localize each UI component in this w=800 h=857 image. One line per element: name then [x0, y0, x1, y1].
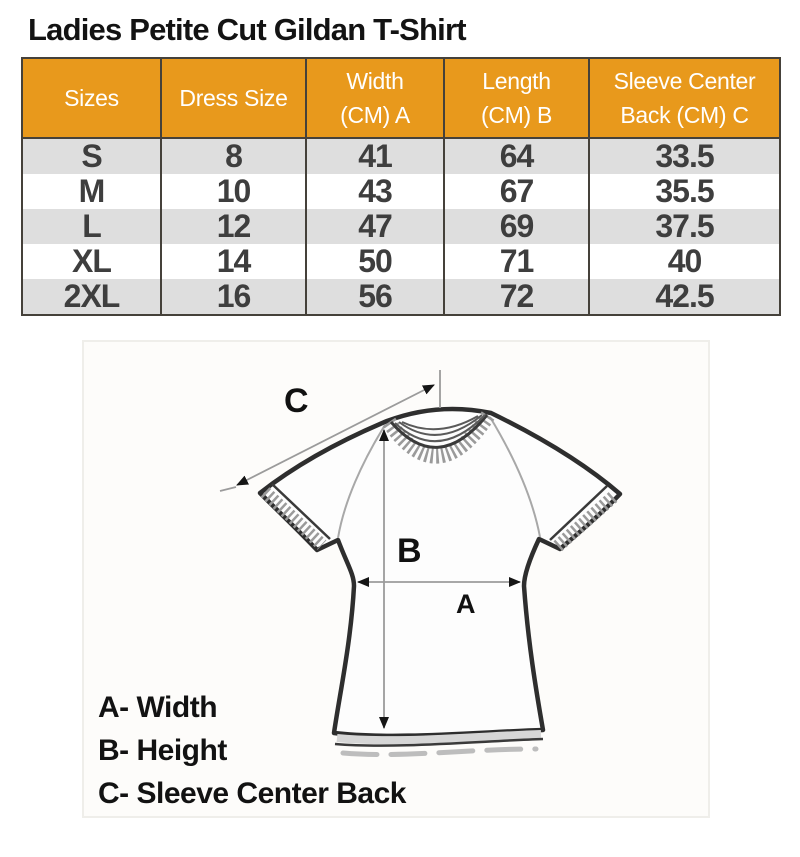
hem-shadow — [340, 746, 539, 758]
cell-dress-size: 12 — [160, 209, 307, 244]
diagram-panel: C B A A- Width B- Height C- Sleeve Cente… — [82, 340, 710, 818]
label-c: C — [284, 382, 309, 420]
header-cell-dress-size: Dress Size — [160, 58, 307, 139]
cell-length: 64 — [443, 138, 590, 174]
cell-dress-size: 10 — [160, 174, 307, 209]
header-label: Sleeve Center — [613, 68, 756, 94]
hem-band — [336, 730, 542, 745]
cell-size: XL — [21, 244, 162, 279]
table-row-m: M 10 43 67 35.5 — [21, 174, 781, 209]
cell-dress-size: 8 — [160, 138, 307, 174]
header-label: Sizes — [64, 85, 119, 111]
cuff-rib-left — [260, 487, 327, 550]
cell-sleeve: 35.5 — [588, 174, 781, 209]
table-row-xl: XL 14 50 71 40 — [21, 244, 781, 279]
cell-length: 69 — [443, 209, 590, 244]
header-label: Dress Size — [179, 85, 288, 111]
cell-width: 56 — [305, 279, 445, 315]
cell-width: 43 — [305, 174, 445, 209]
size-chart-body: S 8 41 64 33.5 M 10 43 67 35.5 L 12 47 6… — [21, 138, 781, 315]
cell-length: 67 — [443, 174, 590, 209]
measurement-legend: A- Width B- Height C- Sleeve Center Back — [98, 686, 407, 815]
header-cell-sleeve-center-back: Sleeve Center Back (CM) C — [588, 58, 781, 139]
cell-length: 71 — [443, 244, 590, 279]
armhole-seam-right — [489, 416, 541, 538]
cuff-rib-right — [552, 492, 618, 552]
cell-sleeve: 33.5 — [588, 138, 781, 174]
header-label: Width — [346, 68, 404, 94]
cell-sleeve: 42.5 — [588, 279, 781, 315]
cell-size: L — [21, 209, 162, 244]
cell-dress-size: 16 — [160, 279, 307, 315]
header-cell-length: Length (CM) B — [443, 58, 590, 139]
table-row-l: L 12 47 69 37.5 — [21, 209, 781, 244]
legend-item-height: B- Height — [98, 734, 227, 767]
table-row-2xl: 2XL 16 56 72 42.5 — [21, 279, 781, 315]
cell-size: S — [21, 138, 162, 174]
table-row-s: S 8 41 64 33.5 — [21, 138, 781, 174]
label-a: A — [456, 589, 476, 619]
cell-width: 41 — [305, 138, 445, 174]
header-cell-sizes: Sizes — [21, 58, 162, 139]
cell-size: 2XL — [21, 279, 162, 315]
cuff-inner-edge-right — [549, 485, 608, 541]
cuff-inner-edge-left — [271, 483, 331, 540]
cell-width: 47 — [305, 209, 445, 244]
header-label-line2: (CM) B — [480, 102, 553, 128]
size-chart-table: Sizes Dress Size Width (CM) A Length (CM… — [21, 57, 781, 316]
header-label-line2: (CM) A — [340, 102, 410, 128]
cell-sleeve: 37.5 — [588, 209, 781, 244]
cell-length: 72 — [443, 279, 590, 315]
header-label-line2: Back (CM) C — [620, 102, 749, 128]
header-label: Length — [482, 68, 551, 94]
legend-item-sleeve: C- Sleeve Center Back — [98, 777, 407, 810]
cell-size: M — [21, 174, 162, 209]
header-row: Sizes Dress Size Width (CM) A Length (CM… — [21, 58, 781, 139]
cell-dress-size: 14 — [160, 244, 307, 279]
cell-width: 50 — [305, 244, 445, 279]
header-cell-width: Width (CM) A — [305, 58, 445, 139]
page-title: Ladies Petite Cut Gildan T-Shirt — [28, 12, 467, 47]
leader-line-sleeve-tip — [219, 486, 237, 492]
label-b: B — [397, 532, 422, 570]
measurement-arrow-c — [236, 384, 435, 486]
size-chart-header: Sizes Dress Size Width (CM) A Length (CM… — [21, 58, 781, 139]
tshirt-measurement-diagram: C B A — [219, 370, 623, 758]
cell-sleeve: 40 — [588, 244, 781, 279]
legend-item-width: A- Width — [98, 691, 218, 724]
hem-bottom-edge — [334, 737, 544, 747]
